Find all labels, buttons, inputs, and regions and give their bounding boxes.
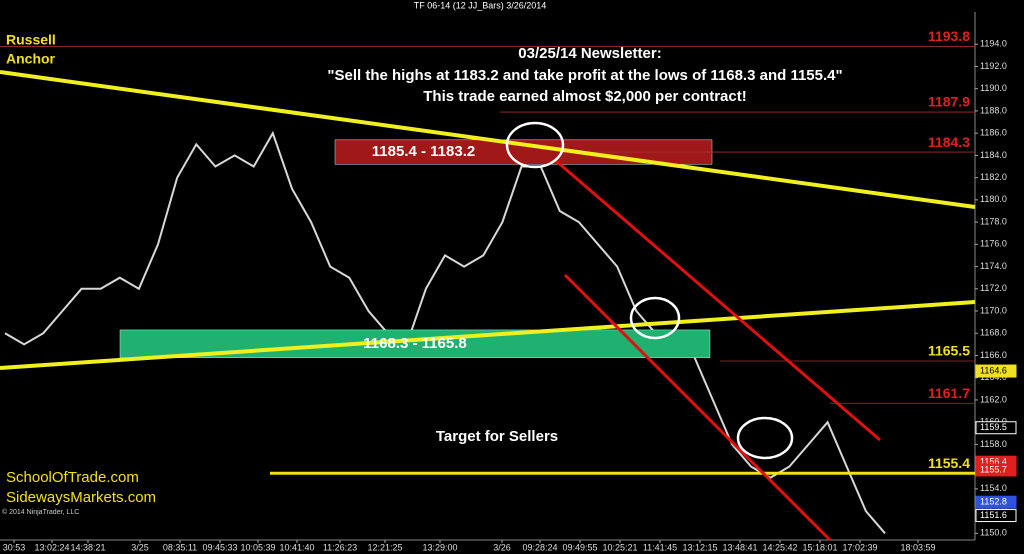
y-tick-label: 1192.0 — [980, 61, 1007, 71]
chart-title: 03/25/14 Newsletter: — [518, 45, 661, 62]
x-tick-label: 30:53 — [3, 542, 26, 552]
x-tick-label: 09:28:24 — [522, 542, 557, 552]
x-tick-label: 10:41:40 — [279, 542, 314, 552]
price-tag-label: 1152.8 — [980, 497, 1007, 507]
y-tick-label: 1158.0 — [980, 439, 1007, 449]
x-tick-label: 15:18:01 — [802, 542, 837, 552]
zone-label: 1168.3 - 1165.8 — [363, 335, 466, 352]
level-label: 1155.4 — [928, 455, 970, 471]
y-tick-label: 1166.0 — [980, 350, 1007, 360]
y-tick-label: 1190.0 — [980, 83, 1007, 93]
y-tick-label: 1150.0 — [980, 528, 1007, 538]
highlight-circle — [629, 296, 681, 340]
x-tick-label: 09:45:33 — [202, 542, 237, 552]
x-tick-label: 18:03:59 — [900, 542, 935, 552]
anchor-label: Russell — [6, 32, 56, 48]
x-tick-label: 08:35:11 — [163, 542, 197, 552]
trend-line — [0, 70, 976, 209]
price-tag-label: 1164.6 — [980, 365, 1007, 375]
highlight-circle — [736, 416, 794, 460]
level-label: 1161.7 — [928, 385, 970, 401]
x-tick-label: 17:02:39 — [842, 542, 877, 552]
x-tick-label: 11:26:23 — [323, 542, 357, 552]
y-tick-label: 1188.0 — [980, 105, 1007, 115]
level-label: 1184.3 — [928, 134, 970, 150]
x-tick-label: 11:41:45 — [643, 542, 677, 552]
copyright: © 2014 NinjaTrader, LLC — [2, 508, 79, 516]
x-tick-label: 13:29:00 — [422, 542, 457, 552]
x-tick-label: 13:48:41 — [722, 542, 757, 552]
y-tick-label: 1184.0 — [980, 150, 1007, 160]
y-tick-label: 1186.0 — [980, 128, 1007, 138]
x-tick-label: 3/25 — [131, 542, 149, 552]
y-tick-label: 1172.0 — [980, 283, 1007, 293]
price-tag — [975, 463, 1017, 477]
trend-line — [0, 300, 976, 370]
x-tick-label: 14:25:42 — [762, 542, 797, 552]
y-tick-label: 1176.0 — [980, 239, 1007, 249]
price-tag — [975, 421, 1017, 435]
y-tick-label: 1168.0 — [980, 328, 1007, 338]
price-line — [4, 130, 886, 534]
level-label: 1165.5 — [928, 343, 970, 359]
price-tag — [975, 495, 1017, 509]
x-tick-label: 14:38:21 — [70, 542, 105, 552]
y-tick-label: 1162.0 — [980, 394, 1007, 404]
x-tick-label: 13:02:24 — [34, 542, 69, 552]
x-tick-label: 10:05:39 — [240, 542, 275, 552]
price-tag — [975, 364, 1017, 378]
credit: SidewaysMarkets.com — [6, 489, 156, 506]
x-tick-label: 10:25:21 — [602, 542, 637, 552]
price-tag — [975, 509, 1017, 523]
level-label: 1193.8 — [928, 28, 970, 44]
x-tick-label: 09:49:55 — [562, 542, 597, 552]
x-tick-label: 13:12:15 — [682, 542, 717, 552]
highlight-circle — [505, 121, 565, 169]
chart-subtitle: "Sell the highs at 1183.2 and take profi… — [327, 67, 842, 84]
price-tag-label: 1151.6 — [980, 510, 1007, 520]
annotation: This trade earned almost $2,000 per cont… — [423, 88, 746, 105]
price-tag-label: 1155.7 — [980, 464, 1007, 474]
y-tick-label: 1180.0 — [980, 194, 1007, 204]
y-tick-label: 1194.0 — [980, 39, 1007, 49]
credit: SchoolOfTrade.com — [6, 469, 139, 486]
y-tick-label: 1178.0 — [980, 216, 1007, 226]
target-label: Target for Sellers — [436, 428, 558, 445]
channel-line — [554, 158, 881, 442]
y-tick-label: 1174.0 — [980, 261, 1007, 271]
y-tick-label: 1170.0 — [980, 305, 1007, 315]
header: TF 06-14 (12 JJ_Bars) 3/26/2014 — [414, 0, 547, 10]
zone-label: 1185.4 - 1183.2 — [372, 143, 475, 160]
x-tick-label: 3/26 — [493, 542, 511, 552]
y-tick-label: 1154.0 — [980, 483, 1007, 493]
channel-line — [563, 273, 832, 542]
anchor-label: Anchor — [6, 51, 56, 67]
price-tag-label: 1156.4 — [980, 457, 1007, 467]
x-tick-label: 12:21:25 — [367, 542, 402, 552]
price-tag-label: 1159.5 — [980, 422, 1007, 432]
y-tick-label: 1182.0 — [980, 172, 1007, 182]
level-label: 1187.9 — [928, 94, 970, 110]
